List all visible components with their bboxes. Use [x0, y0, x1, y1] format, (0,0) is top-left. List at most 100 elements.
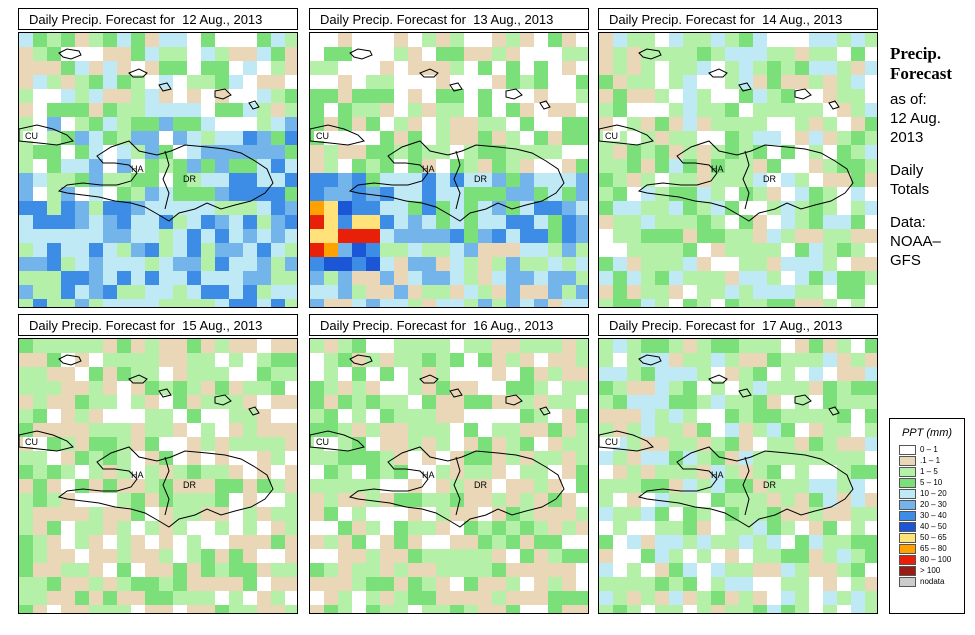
- precip-cell: [159, 271, 173, 285]
- precip-cell: [103, 257, 117, 271]
- precip-cell: [520, 117, 534, 131]
- precip-cell: [851, 215, 865, 229]
- precip-cell: [201, 479, 215, 493]
- precip-cell: [215, 437, 229, 451]
- precip-cell: [75, 271, 89, 285]
- precip-cell: [229, 493, 243, 507]
- precip-cell: [422, 451, 436, 465]
- precip-cell: [548, 479, 562, 493]
- precip-cell: [767, 47, 781, 61]
- precip-cell: [464, 353, 478, 367]
- precip-cell: [89, 605, 103, 613]
- precip-cell: [520, 535, 534, 549]
- precip-cell: [739, 75, 753, 89]
- precip-cell: [464, 117, 478, 131]
- precip-cell: [117, 271, 131, 285]
- precip-cell: [380, 437, 394, 451]
- precip-cell: [576, 299, 588, 307]
- precip-cell: [450, 117, 464, 131]
- precip-cell: [781, 131, 795, 145]
- precip-cell: [324, 299, 338, 307]
- precip-cell: [865, 145, 877, 159]
- precip-cell: [201, 159, 215, 173]
- precip-cell: [159, 61, 173, 75]
- precip-cell: [436, 159, 450, 173]
- precip-cell: [61, 465, 75, 479]
- precip-cell: [809, 89, 823, 103]
- precip-cell: [436, 145, 450, 159]
- precip-cell: [271, 271, 285, 285]
- precip-cell: [394, 201, 408, 215]
- precip-cell: [117, 285, 131, 299]
- precip-cell: [697, 215, 711, 229]
- precip-cell: [380, 33, 394, 47]
- precip-cell: [492, 33, 506, 47]
- precip-cell: [271, 605, 285, 613]
- precip-cell: [422, 465, 436, 479]
- precip-cell: [711, 131, 725, 145]
- precip-cell: [243, 395, 257, 409]
- precip-cell: [613, 173, 627, 187]
- precip-cell: [271, 47, 285, 61]
- precip-cell: [352, 173, 366, 187]
- precip-cell: [408, 591, 422, 605]
- precip-cell: [47, 605, 61, 613]
- precip-cell: [492, 75, 506, 89]
- precip-cell: [823, 437, 837, 451]
- precip-cell: [599, 215, 613, 229]
- precip-cell: [159, 215, 173, 229]
- precip-cell: [257, 577, 271, 591]
- precip-cell: [753, 229, 767, 243]
- precip-cell: [352, 507, 366, 521]
- precip-cell: [781, 479, 795, 493]
- totals-line2: Totals: [890, 181, 930, 198]
- precip-cell: [436, 47, 450, 61]
- precip-cell: [380, 563, 394, 577]
- precip-cell: [520, 61, 534, 75]
- precip-cell: [75, 423, 89, 437]
- precip-cell: [324, 117, 338, 131]
- precip-cell: [173, 285, 187, 299]
- precip-cell: [478, 159, 492, 173]
- precip-cell: [450, 521, 464, 535]
- precip-cell: [655, 437, 669, 451]
- precip-cell: [47, 423, 61, 437]
- precip-cell: [739, 243, 753, 257]
- precip-cell: [669, 229, 683, 243]
- precip-cell: [548, 353, 562, 367]
- precip-cell: [795, 339, 809, 353]
- precip-cell: [520, 131, 534, 145]
- precip-cell: [711, 451, 725, 465]
- precip-cell: [865, 563, 877, 577]
- precip-cell: [436, 75, 450, 89]
- precip-cell: [19, 465, 33, 479]
- precip-cell: [851, 521, 865, 535]
- precip-cell: [61, 339, 75, 353]
- precip-cell: [613, 339, 627, 353]
- precip-cell: [562, 75, 576, 89]
- precip-cell: [753, 285, 767, 299]
- precip-cell: [851, 173, 865, 187]
- precip-cell: [75, 75, 89, 89]
- precip-cell: [19, 605, 33, 613]
- precip-cell: [173, 61, 187, 75]
- precip-cell: [520, 103, 534, 117]
- precip-cell: [711, 299, 725, 307]
- precip-cell: [229, 591, 243, 605]
- precip-cell: [89, 229, 103, 243]
- precip-cell: [257, 131, 271, 145]
- precip-grid: [310, 339, 588, 613]
- precip-cell: [422, 367, 436, 381]
- precip-cell: [47, 577, 61, 591]
- precip-cell: [767, 285, 781, 299]
- precip-cell: [725, 285, 739, 299]
- precip-cell: [548, 521, 562, 535]
- precip-cell: [243, 229, 257, 243]
- precip-cell: [865, 187, 877, 201]
- precip-cell: [324, 285, 338, 299]
- precip-cell: [159, 437, 173, 451]
- precip-cell: [366, 549, 380, 563]
- precip-cell: [47, 339, 61, 353]
- precip-cell: [89, 395, 103, 409]
- precip-cell: [173, 381, 187, 395]
